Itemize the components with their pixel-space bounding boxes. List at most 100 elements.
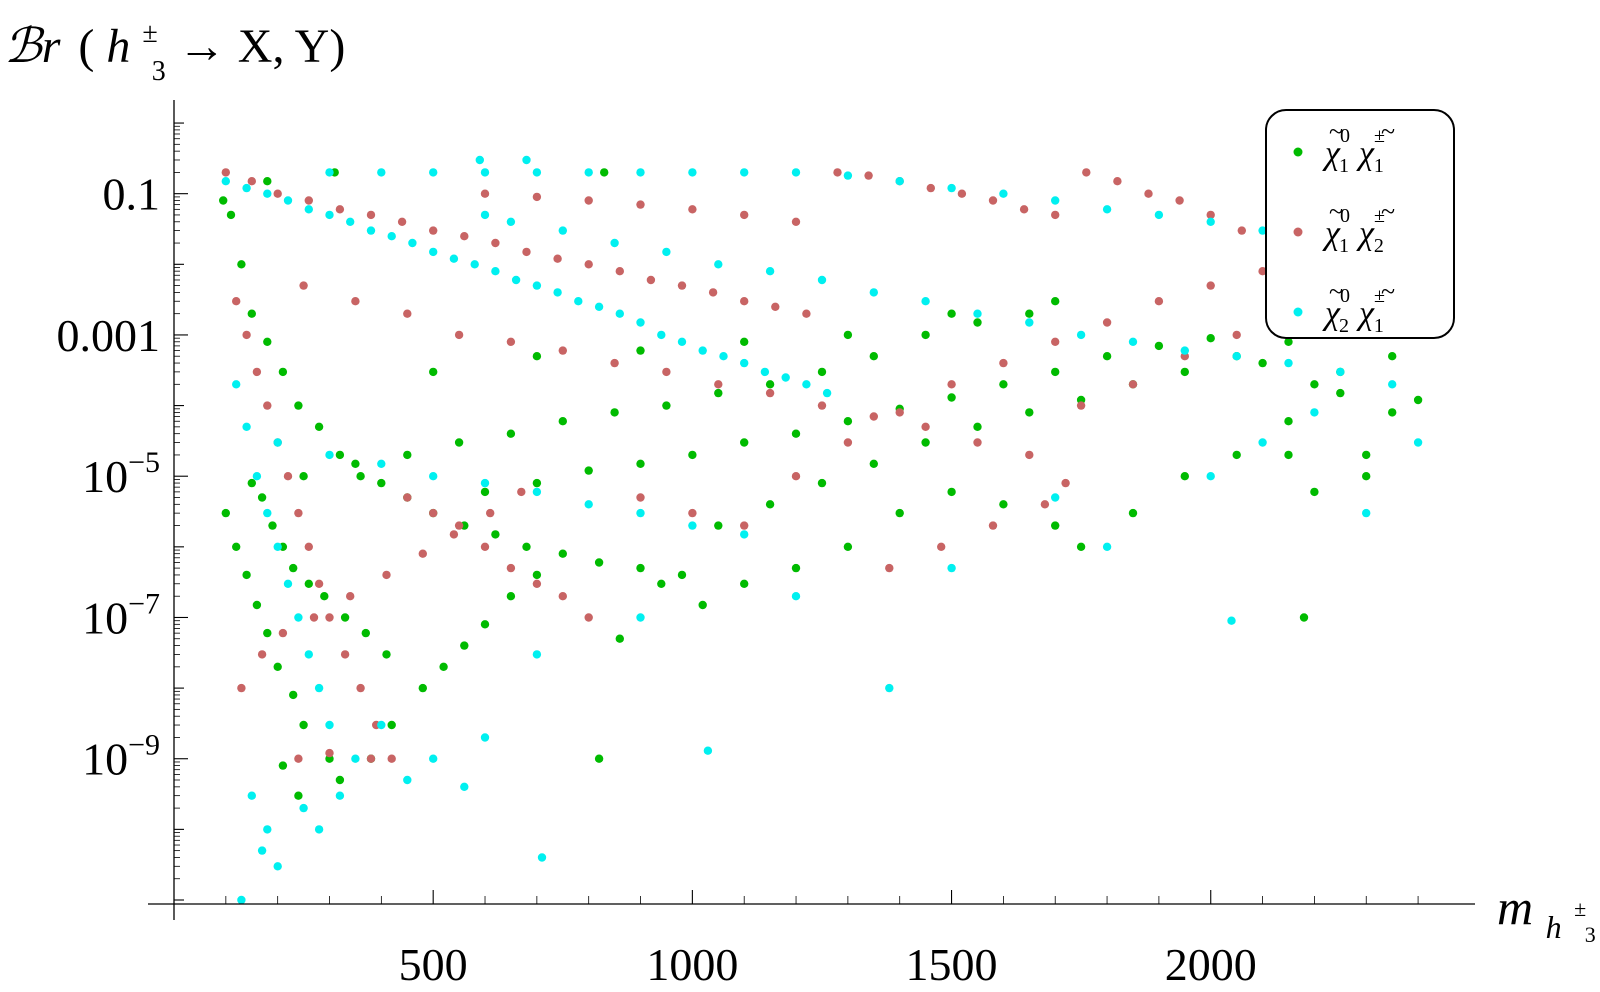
data-point [817, 478, 827, 488]
data-point [1025, 450, 1034, 460]
y-tick-base: 10 [82, 451, 128, 502]
data-point [532, 192, 542, 202]
data-point [1388, 352, 1397, 361]
data-point [506, 429, 516, 438]
data-point [895, 177, 904, 186]
data-point [335, 775, 345, 785]
data-point [636, 459, 645, 468]
data-point [1102, 352, 1112, 361]
x-tick-label: 1500 [906, 939, 998, 990]
legend-tilde: ~ [1329, 197, 1343, 226]
data-point [1206, 210, 1215, 220]
data-point [304, 650, 313, 659]
data-point [760, 367, 770, 377]
data-point [346, 217, 355, 226]
data-point [252, 600, 262, 610]
data-point [299, 803, 308, 813]
data-point [247, 478, 256, 488]
data-point [439, 662, 448, 671]
data-point [377, 478, 386, 488]
data-point [610, 238, 619, 248]
legend-tilde: ~ [1381, 197, 1395, 226]
data-point [506, 217, 516, 226]
data-point [480, 210, 490, 220]
data-point [294, 401, 303, 410]
data-point [584, 260, 593, 269]
data-point [740, 337, 749, 346]
y-tick-base: 10 [82, 734, 128, 785]
y-tick-label: 10−5 [82, 446, 160, 502]
data-point [636, 200, 645, 209]
data-point [869, 459, 878, 468]
data-point [817, 367, 827, 377]
data-point [340, 650, 350, 659]
data-point [1206, 334, 1215, 343]
data-point [791, 217, 801, 226]
legend-sub: 1 [1374, 155, 1384, 177]
data-point [403, 309, 412, 318]
y-tick-label: 0.001 [57, 310, 161, 361]
data-point [532, 570, 542, 580]
data-point [584, 466, 593, 475]
data-point [1310, 380, 1319, 389]
legend-box [1265, 109, 1455, 339]
data-point [325, 748, 334, 758]
legend-label: χ0 1 χ± 2 [1322, 205, 1385, 257]
data-point [283, 196, 293, 205]
data-point [817, 401, 827, 410]
data-point [1040, 500, 1050, 509]
data-point [1310, 408, 1319, 417]
y-axis-title-sub: 3 [152, 56, 166, 87]
data-point [454, 438, 464, 447]
data-point [356, 472, 365, 481]
data-point [864, 171, 873, 180]
y-tick-label: 10−9 [82, 729, 160, 785]
legend-chi: χ [1322, 135, 1341, 172]
data-point [1076, 401, 1086, 410]
data-point [947, 183, 956, 193]
data-point [610, 408, 619, 417]
data-point [574, 297, 583, 306]
data-point [1299, 613, 1309, 622]
data-point [937, 542, 946, 551]
data-point [688, 521, 697, 530]
data-point [1076, 542, 1086, 551]
data-point [263, 337, 272, 346]
data-point [688, 168, 697, 177]
legend-sup: ± [1374, 125, 1385, 147]
data-point [232, 297, 241, 306]
data-point [926, 183, 935, 193]
data-point [506, 592, 516, 601]
y-tick-label: 0.1 [103, 169, 161, 220]
data-point [289, 690, 298, 700]
data-point [947, 380, 956, 389]
data-point [532, 281, 542, 290]
data-point [294, 791, 303, 800]
data-point [558, 346, 567, 355]
data-point [532, 579, 542, 588]
data-point [594, 558, 604, 567]
data-point [480, 620, 490, 629]
data-point [460, 232, 469, 241]
data-point [594, 754, 604, 763]
data-point [299, 472, 308, 481]
data-point [283, 472, 293, 481]
data-point [636, 318, 645, 327]
data-point [1206, 281, 1215, 290]
data-point [1388, 408, 1397, 417]
data-point [615, 634, 624, 643]
data-point [1051, 337, 1060, 346]
legend-sup: 0 [1340, 285, 1350, 307]
data-point [636, 168, 645, 177]
data-point [335, 205, 345, 214]
data-point [299, 720, 308, 730]
data-point [1102, 542, 1112, 551]
legend-item: χ0 2 χ± 1~ ~ [1293, 277, 1395, 337]
data-point [418, 683, 427, 693]
data-point [454, 521, 464, 530]
data-point [615, 309, 624, 318]
data-point [1076, 330, 1086, 340]
data-point [304, 196, 313, 205]
data-point [273, 862, 282, 871]
data-point [740, 297, 749, 306]
